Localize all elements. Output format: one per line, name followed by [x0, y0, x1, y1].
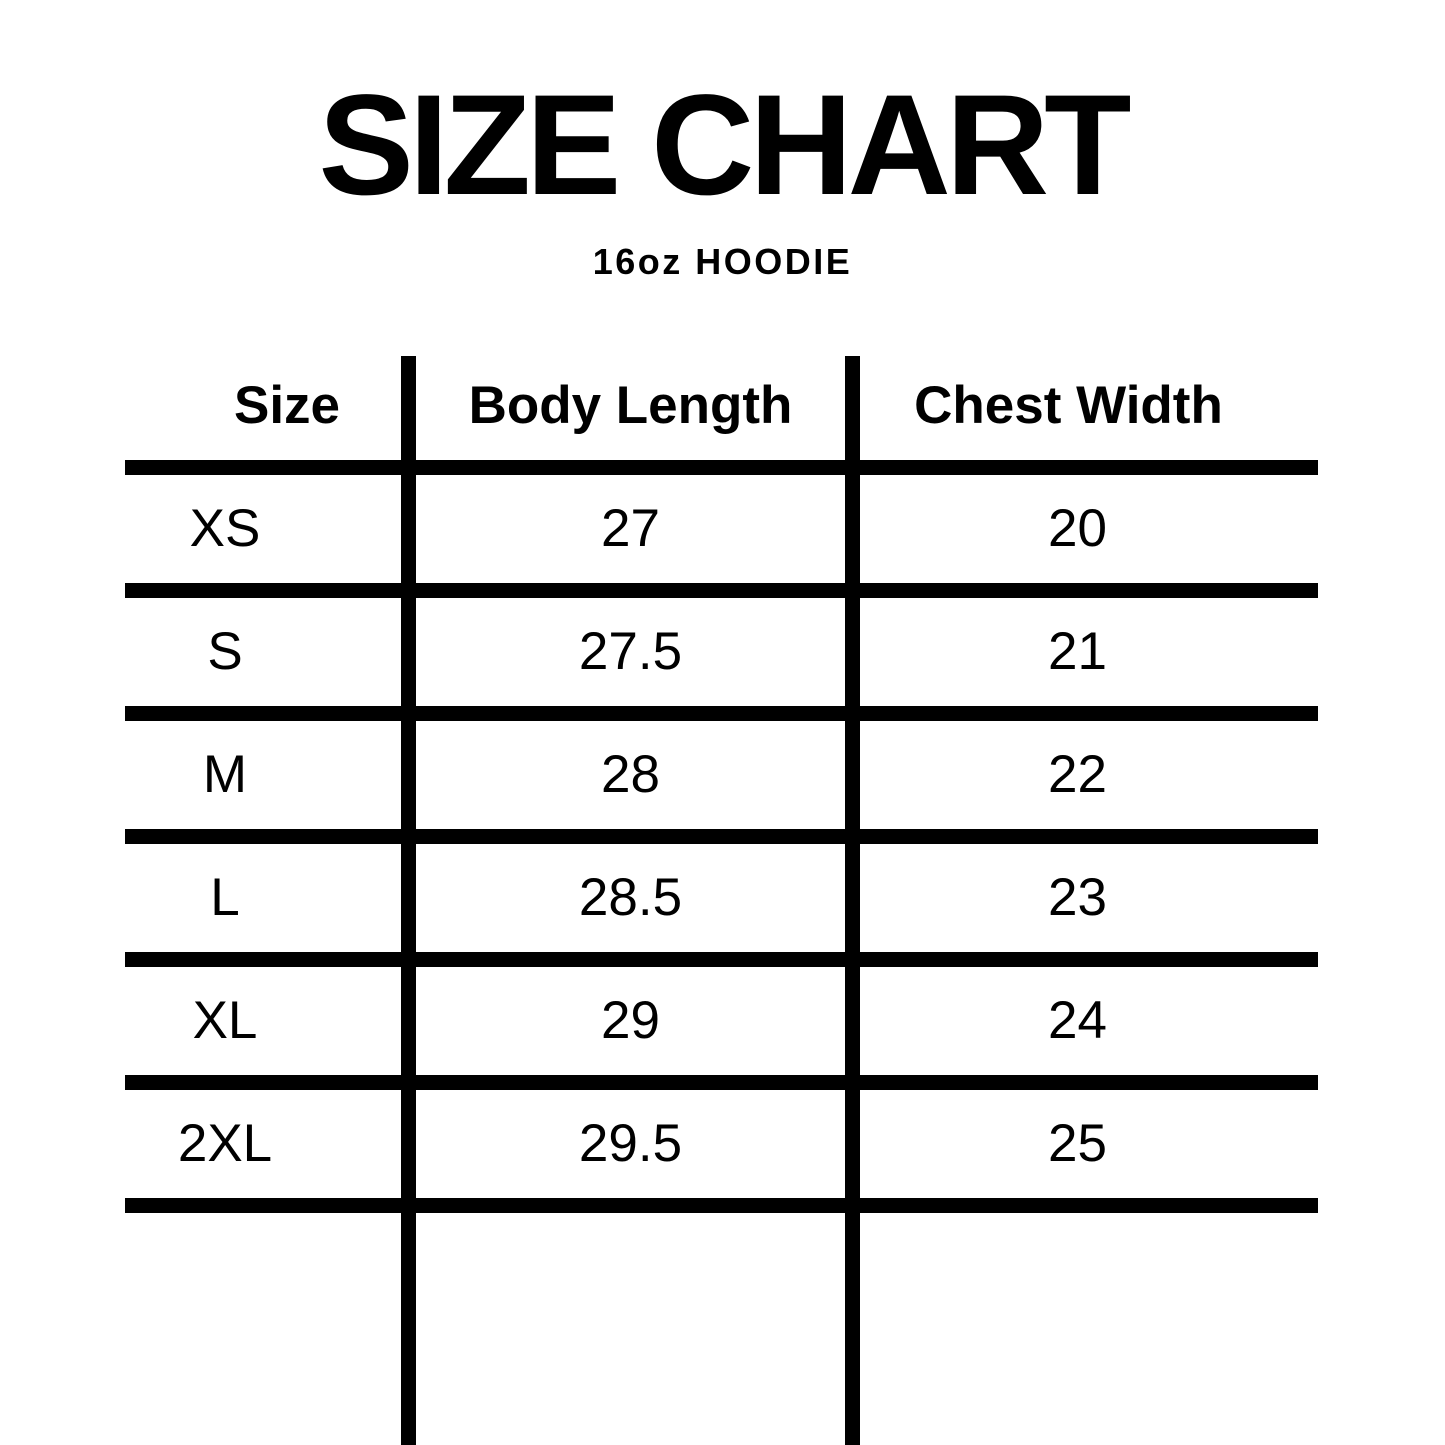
column-header-chest-width: Chest Width [914, 376, 1223, 435]
chest-width-cell: 22 [1048, 745, 1107, 804]
column-header-body-length: Body Length [468, 376, 793, 435]
row-divider-4 [125, 952, 1318, 967]
row-divider-2 [125, 706, 1318, 721]
body-length-cell: 29 [601, 991, 660, 1050]
chest-width-cell: 24 [1048, 991, 1107, 1050]
row-divider-1 [125, 583, 1318, 598]
body-length-cell: 29.5 [578, 1114, 683, 1173]
size-cell: S [207, 622, 243, 681]
column-header-size: Size [233, 376, 341, 435]
body-length-cell: 28.5 [578, 868, 683, 927]
chest-width-cell: 21 [1048, 622, 1107, 681]
page-title: SIZE CHART [318, 66, 1132, 225]
row-divider-5 [125, 1075, 1318, 1090]
chest-width-cell: 20 [1048, 499, 1107, 558]
row-divider-3 [125, 829, 1318, 844]
size-cell: XL [192, 991, 258, 1050]
column-divider-1 [401, 356, 416, 1445]
chest-width-cell: 25 [1048, 1114, 1107, 1173]
body-length-cell: 28 [601, 745, 660, 804]
size-cell: 2XL [177, 1114, 273, 1173]
subtitle: 16oz HOODIE [592, 241, 853, 282]
row-divider-bottom [125, 1198, 1318, 1213]
size-cell: L [210, 868, 240, 927]
chest-width-cell: 23 [1048, 868, 1107, 927]
body-length-cell: 27 [601, 499, 660, 558]
size-cell: XS [189, 499, 261, 558]
column-divider-2 [845, 356, 860, 1445]
body-length-cell: 27.5 [578, 622, 683, 681]
size-cell: M [202, 745, 248, 804]
row-divider-header [125, 460, 1318, 475]
